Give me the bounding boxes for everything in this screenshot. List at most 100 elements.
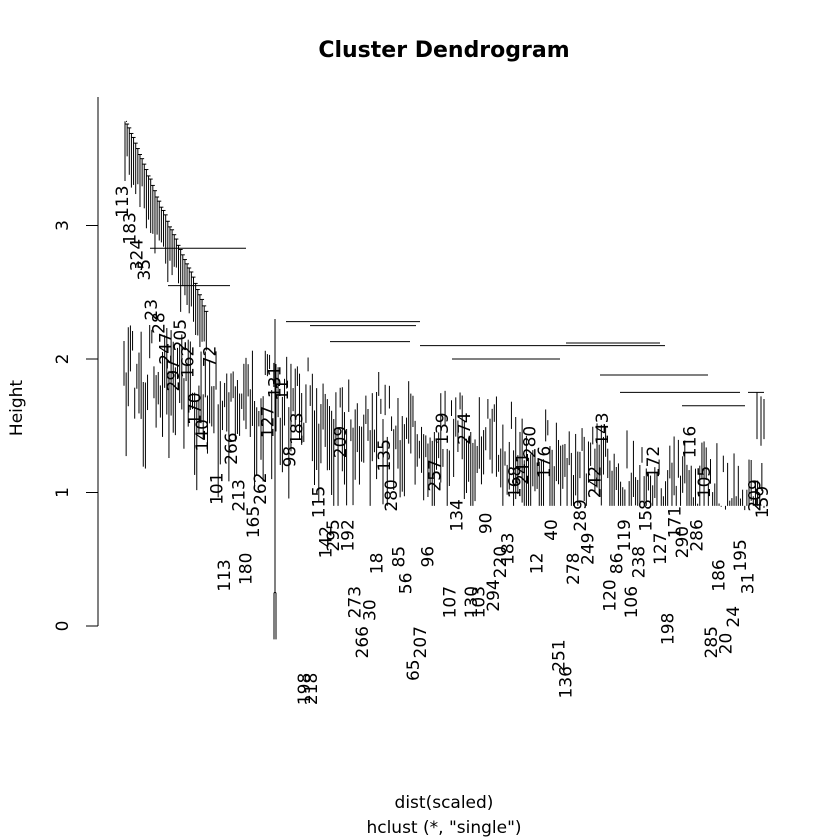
- leaf-label: 143: [593, 412, 613, 444]
- leaf-label: 324: [128, 239, 148, 271]
- leaf-label: 162: [178, 346, 198, 378]
- leaf-label: 172: [644, 446, 664, 478]
- y-axis: 0 1 2 3: [53, 97, 99, 631]
- leaf-label: 106: [622, 586, 642, 618]
- leaf-label: 192: [338, 519, 358, 551]
- leaf-label: 113: [113, 185, 133, 217]
- leaf-label: 238: [629, 546, 649, 578]
- leaf-label: 158: [637, 499, 657, 531]
- leaf-label: 23: [142, 299, 162, 321]
- leaf-label: 209: [746, 479, 766, 511]
- leaf-label: 127: [258, 406, 278, 438]
- leaf-label: 12: [528, 553, 548, 575]
- leaf-labels: 1131833243523282472972051621701407210111…: [113, 185, 773, 705]
- leaf-label: 262: [251, 472, 271, 504]
- leaf-label: 195: [731, 539, 751, 571]
- leaf-label: 90: [477, 513, 497, 535]
- leaf-label: 140: [193, 419, 213, 451]
- leaf-label: 183: [120, 212, 140, 244]
- leaf-label: 72: [200, 346, 220, 368]
- leaf-label: 85: [389, 546, 409, 568]
- leaf-label: 165: [244, 506, 264, 538]
- y-tick-label: 1: [53, 487, 73, 498]
- leaf-label: 273: [346, 586, 366, 618]
- leaf-label: 274: [455, 412, 475, 444]
- leaf-label: 130: [462, 586, 482, 618]
- leaf-label: 278: [564, 553, 584, 585]
- leaf-label: 176: [535, 446, 555, 478]
- leaf-label: 119: [615, 519, 635, 551]
- leaf-label: 120: [600, 579, 620, 611]
- leaf-label: 180: [237, 553, 257, 585]
- leaf-label: 116: [680, 426, 700, 458]
- leaf-label: 18: [368, 553, 388, 575]
- leaf-label: 28: [149, 312, 169, 334]
- leaf-label: 186: [709, 559, 729, 591]
- leaf-label: 103: [469, 586, 489, 618]
- y-tick-label: 2: [53, 354, 73, 365]
- leaf-label: 105: [695, 466, 715, 498]
- leaf-label: 205: [171, 319, 191, 351]
- leaf-label: 213: [229, 479, 249, 511]
- leaf-label: 136: [557, 666, 577, 698]
- leaf-label: 20: [717, 633, 737, 655]
- leaf-label: 35: [135, 259, 155, 281]
- leaf-label: 170: [186, 392, 206, 424]
- leaf-label: 241: [513, 452, 533, 484]
- leaf-label: 113: [215, 559, 235, 591]
- chart-title: Cluster Dendrogram: [318, 38, 569, 63]
- leaf-label: 249: [578, 533, 598, 565]
- method-label: hclust (*, "single"): [366, 818, 521, 838]
- leaf-label: 207: [411, 626, 431, 658]
- leaf-label: 220: [491, 546, 511, 578]
- leaf-label: 134: [448, 499, 468, 531]
- leaf-label: 142: [317, 526, 337, 558]
- leaf-label: 183: [288, 412, 308, 444]
- leaf-label: 115: [309, 486, 329, 518]
- leaf-label: 198: [658, 613, 678, 645]
- y-axis-ticks: 0 1 2 3: [53, 220, 98, 631]
- dendrogram-branches: [123, 120, 765, 640]
- leaf-label: 65: [404, 659, 424, 681]
- leaf-label: 280: [520, 426, 540, 458]
- leaf-label: 107: [440, 586, 460, 618]
- leaf-label: 168: [506, 466, 526, 498]
- leaf-label: 135: [375, 439, 395, 471]
- leaf-label: 266: [353, 626, 373, 658]
- y-tick-label: 0: [53, 621, 73, 632]
- leaf-label: 290: [673, 526, 693, 558]
- leaf-label: 40: [542, 519, 562, 541]
- leaf-label: 86: [608, 553, 628, 575]
- leaf-label: 295: [324, 519, 344, 551]
- leaf-label: 127: [651, 533, 671, 565]
- leaf-label: 139: [433, 412, 453, 444]
- leaf-label: 257: [426, 459, 446, 491]
- leaf-label: 30: [360, 599, 380, 621]
- leaf-label: 183: [498, 533, 518, 565]
- leaf-label: 11: [273, 379, 293, 401]
- leaf-label: 24: [724, 606, 744, 628]
- leaf-label: 247: [157, 332, 177, 364]
- leaf-label: 198: [295, 673, 315, 705]
- x-axis-label: dist(scaled): [395, 793, 494, 813]
- leaf-label: 131: [266, 366, 286, 398]
- leaf-label: 218: [302, 673, 322, 705]
- leaf-label: 289: [571, 499, 591, 531]
- leaf-label: 96: [418, 546, 438, 568]
- leaf-label: 251: [549, 639, 569, 671]
- leaf-label: 294: [484, 579, 504, 611]
- leaf-label: 98: [280, 446, 300, 468]
- leaf-label: 209: [331, 426, 351, 458]
- leaf-label: 285: [702, 626, 722, 658]
- leaf-label: 171: [666, 506, 686, 538]
- leaf-label: 297: [164, 359, 184, 391]
- leaf-label: 101: [208, 472, 228, 504]
- leaf-label: 242: [586, 466, 606, 498]
- leaf-label: 286: [688, 519, 708, 551]
- y-tick-label: 3: [53, 220, 73, 231]
- leaf-label: 280: [382, 479, 402, 511]
- y-axis-label: Height: [7, 380, 27, 437]
- leaf-label: 159: [753, 486, 773, 518]
- leaf-label: 56: [397, 573, 417, 595]
